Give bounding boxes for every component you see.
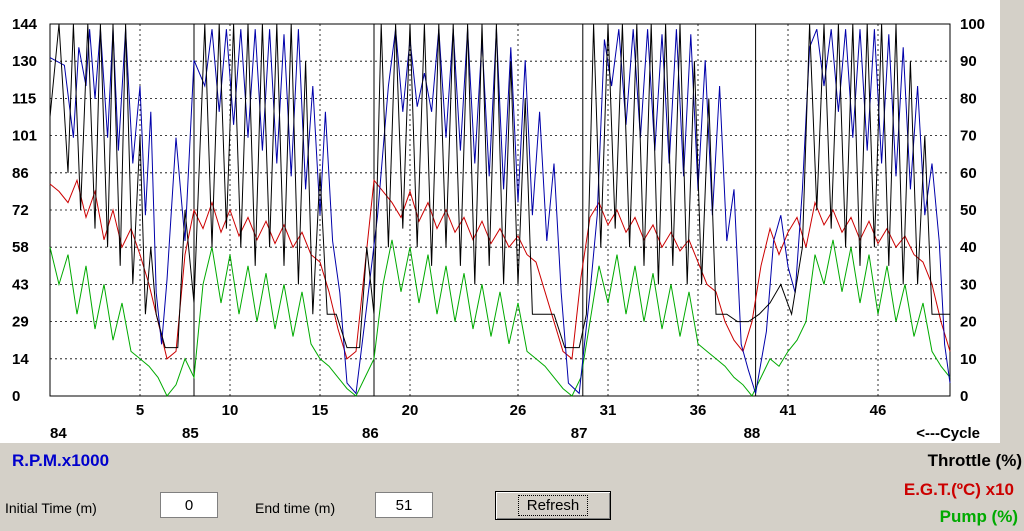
cycle-caption: <---Cycle [916,425,980,442]
x-tick-label: 46 [870,402,887,419]
series-line-pump [49,239,951,397]
initial-time-label: Initial Time (m) [5,500,97,516]
right-tick-label: 70 [960,128,977,145]
left-tick-label: 43 [12,276,29,293]
right-tick-label: 90 [960,53,977,70]
legend-egt: E.G.T.(ºC) x10 [903,480,1014,499]
x-tick-label: 31 [600,402,617,419]
right-tick-label: 100 [960,16,985,33]
left-tick-label: 115 [12,90,36,107]
left-tick-label: 130 [12,53,37,70]
left-tick-label: 14 [12,351,29,368]
x-tick-label: 36 [690,402,707,419]
left-tick-label: 58 [12,239,29,256]
series-line-rpmx [49,29,951,395]
series-line-throttle [49,23,950,349]
legend-rpm: R.P.M.x1000 [12,451,110,470]
right-tick-label: 20 [960,314,977,331]
right-tick-label: 0 [960,388,968,405]
cycle-label: 84 [50,425,67,442]
left-tick-label: 0 [12,388,20,405]
left-tick-label: 144 [12,16,38,33]
end-time-label: End time (m) [255,500,336,516]
right-tick-label: 10 [960,351,977,368]
right-tick-label: 60 [960,165,977,182]
x-tick-label: 41 [780,402,797,419]
refresh-button[interactable]: Refresh [495,491,611,520]
legend-pump: Pump (%) [939,507,1018,526]
cycle-label: 85 [182,425,199,442]
right-tick-label: 40 [960,239,977,256]
left-tick-label: 101 [12,128,37,145]
left-tick-label: 86 [12,165,29,182]
initial-time-input[interactable]: 0 [160,492,218,518]
legend-throttle: Throttle (%) [927,451,1022,470]
x-tick-label: 10 [222,402,239,419]
left-tick-label: 29 [12,314,29,331]
left-tick-label: 72 [12,202,29,219]
right-tick-label: 80 [960,90,977,107]
cycle-label: 87 [571,425,588,442]
x-tick-label: 15 [312,402,329,419]
right-tick-label: 30 [960,276,977,293]
x-tick-label: 26 [510,402,527,419]
chart-panel: 144 100 130 90 115 80 101 70 86 60 72 50 58 40 43 30 29 2… [0,0,1000,443]
cycle-label: 86 [362,425,379,442]
right-tick-label: 50 [960,202,977,219]
x-tick-label: 5 [136,402,144,419]
x-tick-label: 20 [402,402,419,419]
refresh-button-label: Refresh [517,495,589,516]
end-time-input[interactable]: 51 [375,492,433,518]
cycle-label: 88 [744,425,761,442]
